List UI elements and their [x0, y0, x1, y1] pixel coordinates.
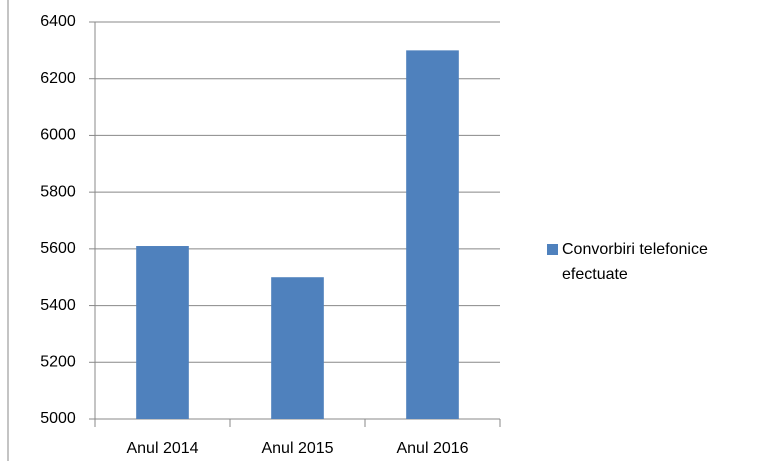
legend: Convorbiri telefonice efectuate — [547, 237, 777, 287]
y-tick-label: 5800 — [40, 183, 76, 200]
x-tick-label: Anul 2014 — [126, 440, 198, 457]
y-tick-label: 5600 — [40, 240, 76, 257]
x-tick-label: Anul 2015 — [261, 440, 333, 457]
y-tick-label: 6200 — [40, 70, 76, 87]
y-tick-label: 5000 — [40, 410, 76, 427]
y-tick-label: 5400 — [40, 297, 76, 314]
y-tick-label: 5200 — [40, 354, 76, 371]
bar — [136, 246, 189, 419]
x-tick-label: Anul 2016 — [396, 440, 468, 457]
bar — [406, 50, 459, 419]
legend-swatch — [547, 244, 558, 255]
bar — [271, 277, 324, 419]
y-tick-label: 6000 — [40, 127, 76, 144]
y-tick-label: 6400 — [40, 13, 76, 30]
legend-label: Convorbiri telefonice efectuate — [562, 241, 708, 283]
